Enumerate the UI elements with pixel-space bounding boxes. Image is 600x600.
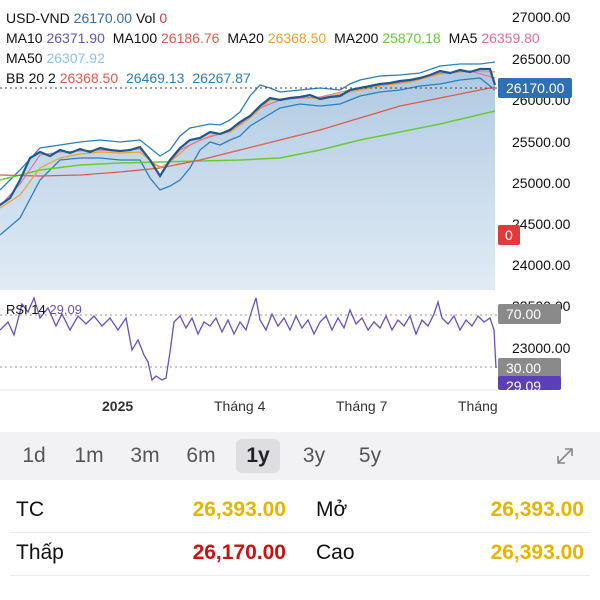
legend-ma50-row: MA50 26307.92	[6, 48, 544, 68]
high-value: 26,393.00	[490, 541, 584, 564]
ma20-value: 26368.50	[267, 30, 327, 46]
price-tag: 26170.00	[498, 78, 573, 98]
ma10-label: MA10	[6, 30, 43, 46]
low-label: Thấp	[16, 541, 64, 564]
y-tick: 24500.00	[512, 216, 571, 232]
y-tick: 23000.00	[512, 340, 571, 356]
ma200-label: MA200	[334, 30, 379, 46]
rsi-legend: RSI 14 29.09	[6, 302, 82, 317]
vol-label: Vol	[135, 10, 156, 26]
ma200-line	[0, 110, 496, 181]
y-tick: 25500.00	[512, 134, 571, 150]
range-3y-button[interactable]: 3y	[302, 444, 326, 467]
indicator-legend: USD-VND 26170.00 Vol 0 MA10 26371.90 MA1…	[6, 8, 544, 88]
x-tick: Tháng 7	[336, 398, 388, 414]
rsi-70-tag: 70.00	[498, 304, 561, 324]
legend-bb-row: BB 20 2 26368.50 26469.13 26267.87	[6, 68, 544, 88]
range-selector: 1d 1m 3m 6m 1y 3y 5y	[0, 432, 600, 480]
open-label: Mở	[316, 498, 348, 521]
y-tick: 25000.00	[512, 175, 571, 191]
bb-middle-value: 26368.50	[59, 70, 119, 86]
expand-icon[interactable]	[553, 444, 577, 468]
bb-upper-value: 26469.13	[126, 70, 185, 86]
price-value: 26170.00	[73, 10, 133, 26]
range-6m-button[interactable]: 6m	[186, 444, 216, 467]
vol-value: 0	[159, 10, 168, 26]
ma100-line	[0, 86, 496, 177]
tc-value: 26,393.00	[192, 498, 286, 521]
price-line	[0, 67, 497, 206]
range-5y-button[interactable]: 5y	[358, 444, 382, 467]
rsi-label: RSI 14	[6, 302, 46, 317]
rsi-30-tag: 30.00	[498, 358, 561, 378]
ma100-value: 26186.76	[161, 30, 220, 46]
stats-divider	[10, 575, 590, 576]
bb-lower-value: 26267.87	[192, 70, 251, 86]
open-value: 26,393.00	[490, 498, 584, 521]
range-1y-button[interactable]: 1y	[236, 439, 280, 473]
price-chart[interactable]: USD-VND 26170.00 Vol 0 MA10 26371.90 MA1…	[0, 0, 600, 425]
ma20-label: MA20	[227, 30, 264, 46]
bb-upper-line	[0, 61, 496, 191]
ma200-value: 25870.18	[382, 30, 441, 46]
range-1m-button[interactable]: 1m	[74, 444, 104, 467]
y-tick: 26500.00	[512, 51, 571, 67]
y-tick: 24000.00	[512, 257, 571, 273]
rsi-value: 29.09	[49, 302, 82, 317]
ma50-value: 26307.92	[46, 50, 105, 66]
low-value: 26,170.00	[192, 541, 286, 564]
range-3m-button[interactable]: 3m	[130, 444, 160, 467]
x-tick: Tháng	[458, 398, 498, 414]
x-tick: Tháng 4	[214, 398, 266, 414]
stats-divider	[10, 532, 590, 533]
ma20-line	[0, 70, 496, 209]
ma10-value: 26371.90	[46, 30, 105, 46]
range-1d-button[interactable]: 1d	[22, 444, 46, 467]
legend-ma-row: MA10 26371.90 MA100 26186.76 MA20 26368.…	[6, 28, 544, 48]
x-tick: 2025	[102, 398, 134, 414]
bb-lower-line	[0, 77, 496, 236]
y-tick: 27000.00	[512, 9, 571, 25]
chart-canvas[interactable]	[0, 0, 600, 425]
high-label: Cao	[316, 541, 355, 564]
vol-tag: 0	[498, 225, 520, 245]
ma50-label: MA50	[6, 50, 43, 66]
legend-header-row: USD-VND 26170.00 Vol 0	[6, 8, 544, 28]
ma5-label: MA5	[448, 30, 478, 46]
rsi-value-tag: 29.09	[498, 376, 561, 390]
ma100-label: MA100	[112, 30, 158, 46]
rsi-line	[0, 296, 497, 382]
bb-label: BB 20 2	[6, 70, 56, 86]
ma5-value: 26359.80	[481, 30, 540, 46]
tc-label: TC	[16, 498, 44, 521]
rsi-panel	[0, 290, 497, 390]
symbol-label: USD-VND	[6, 10, 70, 26]
